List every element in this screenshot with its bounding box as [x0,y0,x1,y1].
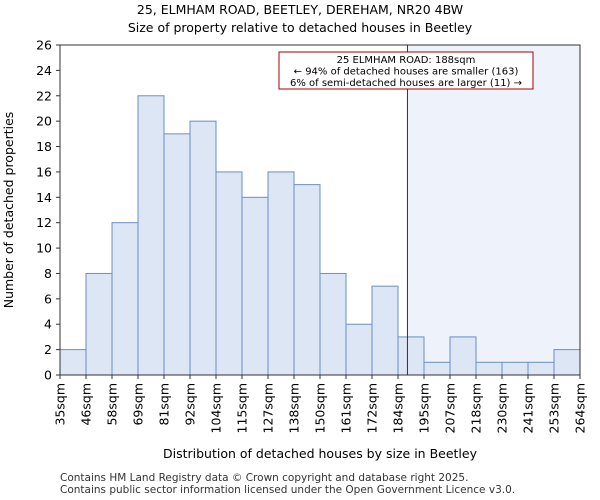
y-tick-label-22: 22 [36,88,52,103]
x-tick-label-92sqm: 92sqm [183,383,198,426]
bar-115sqm [241,196,269,376]
bar-230sqm [501,361,529,376]
annotation-box [278,51,534,90]
x-tick-label-138sqm: 138sqm [287,383,302,433]
y-tick-label-6: 6 [44,291,52,306]
x-tick-label-230sqm: 230sqm [495,383,510,433]
bar-161sqm [345,323,373,376]
y-axis-label: Number of detached properties [1,112,16,309]
chart-title: 25, ELMHAM ROAD, BEETLEY, DEREHAM, NR20 … [136,2,464,17]
footer-line-2: Contains public sector information licen… [60,484,516,496]
x-tick-label-195sqm: 195sqm [417,383,432,433]
bar-104sqm [215,171,243,376]
bar-92sqm [189,120,217,376]
x-tick-label-184sqm: 184sqm [391,383,406,433]
footer-line-1: Contains HM Land Registry data © Crown c… [60,472,469,484]
x-tick-label-172sqm: 172sqm [365,383,380,433]
bar-218sqm [475,361,503,376]
bar-184sqm [397,336,425,376]
y-tick-label-26: 26 [36,38,52,53]
x-tick-label-69sqm: 69sqm [131,383,146,426]
x-tick-label-253sqm: 253sqm [547,383,562,433]
y-tick-label-2: 2 [44,342,52,357]
bar-150sqm [319,272,347,376]
bar-58sqm [111,222,139,376]
y-tick-label-14: 14 [36,190,52,205]
y-tick-label-8: 8 [44,266,52,281]
y-tick-label-12: 12 [36,215,52,230]
y-tick-label-16: 16 [36,164,52,179]
y-tick-label-20: 20 [36,114,52,129]
bar-138sqm [293,184,321,376]
x-tick-label-264sqm: 264sqm [573,383,588,433]
chart-subtitle: Size of property relative to detached ho… [127,20,473,35]
x-tick-label-241sqm: 241sqm [521,383,536,433]
y-tick-label-10: 10 [36,241,52,256]
x-tick-label-115sqm: 115sqm [235,383,250,433]
x-tick-label-207sqm: 207sqm [443,383,458,433]
annotation-line-3: 6% of semi-detached houses are larger (1… [290,78,522,89]
bar-195sqm [423,361,451,376]
annotation-line-1: 25 ELMHAM ROAD: 188sqm [337,55,476,66]
x-tick-label-46sqm: 46sqm [79,383,94,426]
bar-172sqm [371,285,399,376]
bar-253sqm [553,349,581,376]
annotation-line-2: ← 94% of detached houses are smaller (16… [294,67,519,78]
y-tick-label-4: 4 [44,317,52,332]
bar-35sqm [59,349,87,376]
bar-127sqm [267,171,295,376]
highlight-region [407,45,580,375]
x-axis-label: Distribution of detached houses by size … [163,446,478,461]
bar-241sqm [527,361,555,376]
y-tick-label-24: 24 [36,63,52,78]
y-tick-label-0: 0 [44,368,52,383]
x-tick-label-35sqm: 35sqm [53,383,68,426]
bar-69sqm [137,95,165,376]
x-tick-label-161sqm: 161sqm [339,383,354,433]
x-tick-label-58sqm: 58sqm [105,383,120,426]
y-tick-label-18: 18 [36,139,52,154]
bar-81sqm [163,133,191,376]
bar-207sqm [449,336,477,376]
bar-46sqm [85,272,113,376]
x-tick-label-127sqm: 127sqm [261,383,276,433]
x-tick-label-150sqm: 150sqm [313,383,328,433]
x-tick-label-218sqm: 218sqm [469,383,484,433]
x-tick-label-81sqm: 81sqm [157,383,172,426]
x-tick-label-104sqm: 104sqm [209,383,224,433]
